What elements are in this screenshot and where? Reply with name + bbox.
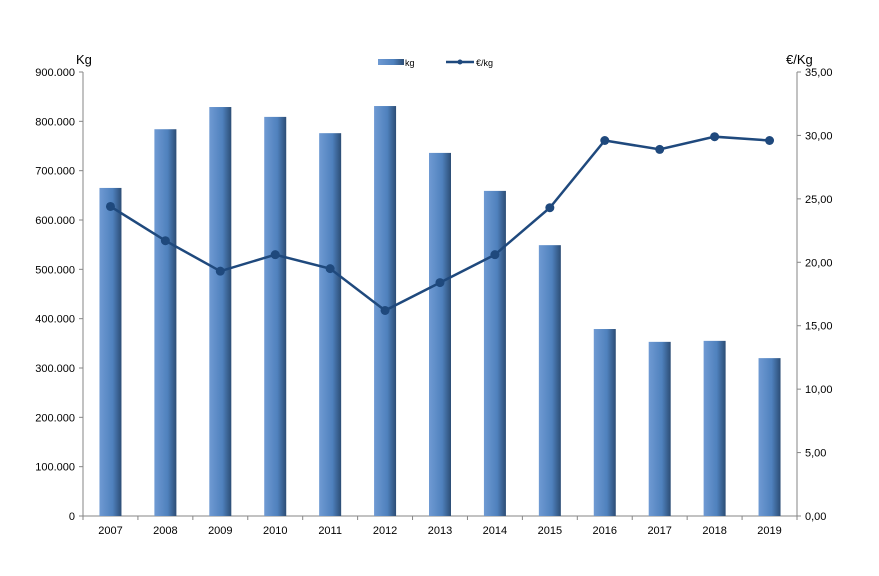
right-tick-label: 20,00 <box>805 257 833 269</box>
x-tick-label: 2015 <box>538 525 562 537</box>
left-tick-label: 900.000 <box>35 67 75 79</box>
x-tick-label: 2019 <box>757 525 781 537</box>
line-point-2015 <box>545 203 555 213</box>
left-tick-label: 200.000 <box>35 412 75 424</box>
legend-label-kg: kg <box>405 58 415 68</box>
line-point-2016 <box>600 136 610 146</box>
x-tick-label: 2018 <box>702 525 726 537</box>
bar-2013 <box>429 152 451 516</box>
left-tick-label: 700.000 <box>35 166 75 178</box>
bar-2007 <box>99 187 122 516</box>
line-point-2010 <box>270 250 280 260</box>
right-tick-label: 10,00 <box>805 384 833 396</box>
bar-2009 <box>209 107 232 516</box>
line-point-2008 <box>160 236 170 246</box>
bar-2010 <box>264 116 287 516</box>
line-point-2007 <box>105 201 115 211</box>
bar-2008 <box>154 129 177 516</box>
bar-2011 <box>319 133 342 516</box>
line-point-2013 <box>435 278 445 288</box>
bar-2018 <box>703 340 726 516</box>
bar-2019 <box>758 358 781 516</box>
bar-2016 <box>593 329 616 516</box>
left-tick-label: 400.000 <box>35 314 75 326</box>
x-tick-label: 2012 <box>373 525 397 537</box>
right-axis-label: €/Kg <box>786 52 813 67</box>
right-tick-label: 30,00 <box>805 130 833 142</box>
left-tick-label: 0 <box>69 511 75 523</box>
right-tick-label: 35,00 <box>805 67 833 79</box>
left-tick-label: 800.000 <box>35 116 75 128</box>
x-tick-label: 2013 <box>428 525 452 537</box>
left-tick-label: 600.000 <box>35 215 75 227</box>
x-tick-label: 2016 <box>593 525 617 537</box>
bar-2014 <box>483 190 506 517</box>
line-point-2009 <box>215 266 225 276</box>
right-tick-label: 15,00 <box>805 321 833 333</box>
x-tick-label: 2007 <box>98 525 122 537</box>
x-tick-label: 2017 <box>647 525 671 537</box>
bar-2015 <box>538 245 561 516</box>
line-point-2012 <box>380 305 390 315</box>
right-tick-label: 5,00 <box>805 448 826 460</box>
x-tick-label: 2014 <box>483 525 507 537</box>
left-axis-label: Kg <box>76 52 92 67</box>
left-tick-label: 300.000 <box>35 363 75 375</box>
left-tick-label: 500.000 <box>35 264 75 276</box>
right-tick-label: 25,00 <box>805 194 833 206</box>
x-tick-label: 2008 <box>153 525 177 537</box>
legend-marker <box>457 59 463 65</box>
legend-swatch-kg <box>378 59 404 65</box>
x-tick-label: 2009 <box>208 525 232 537</box>
line-point-2014 <box>490 250 500 260</box>
x-tick-label: 2010 <box>263 525 287 537</box>
line-point-2017 <box>655 144 665 154</box>
line-point-2019 <box>765 136 775 146</box>
right-tick-label: 0,00 <box>805 511 826 523</box>
bar-2017 <box>648 341 671 516</box>
x-tick-label: 2011 <box>318 525 342 537</box>
legend-label-eur-kg: €/kg <box>476 58 493 68</box>
line-point-2018 <box>710 132 720 142</box>
left-tick-label: 100.000 <box>35 462 75 474</box>
line-point-2011 <box>325 264 335 274</box>
